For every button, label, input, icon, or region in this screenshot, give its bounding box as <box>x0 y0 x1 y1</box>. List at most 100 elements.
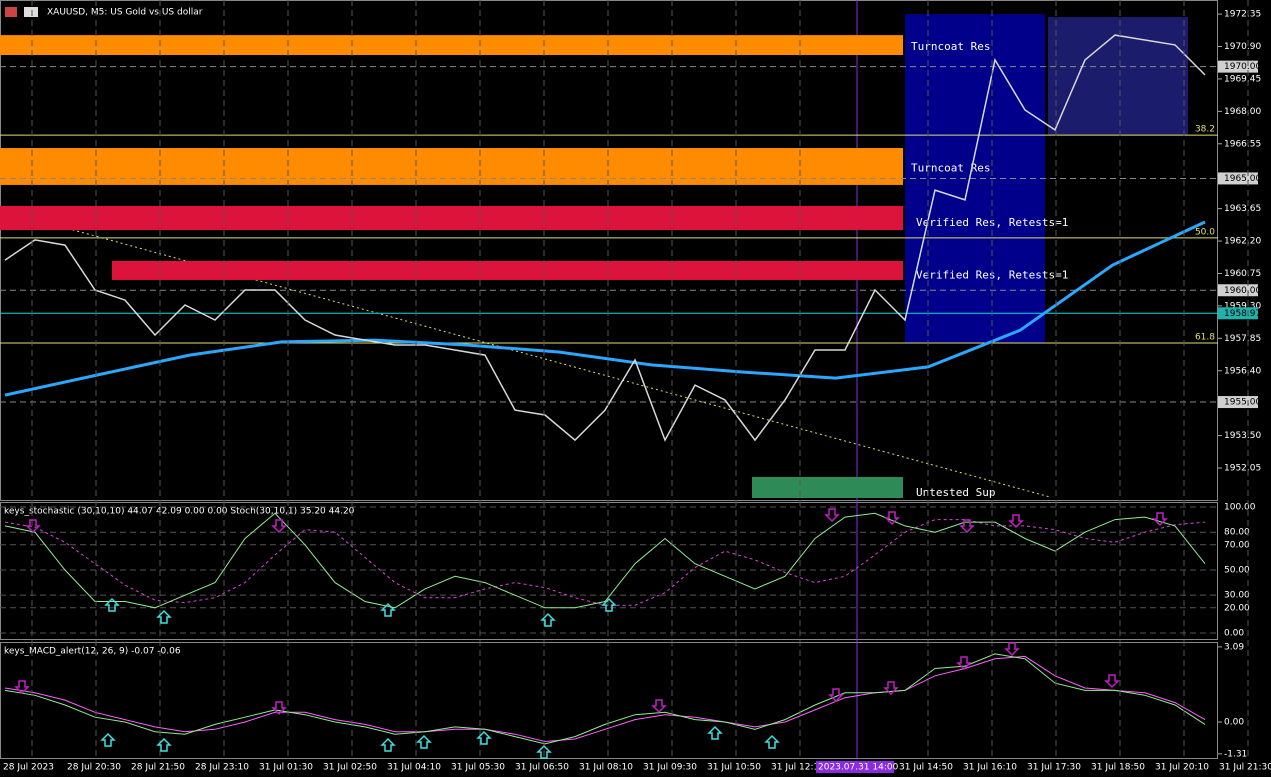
icon[interactable] <box>24 7 38 17</box>
y-tick-label: 1972.35 <box>1224 10 1261 20</box>
signal-arrow <box>156 737 172 752</box>
signal-arrow <box>1104 674 1120 689</box>
y-tick-label: 80.00 <box>1224 528 1250 538</box>
y-tick-label: -1.31 <box>1224 749 1247 759</box>
window-title: XAUUSD, M5: US Gold vs US dollar <box>47 8 203 18</box>
moving-average <box>4 220 1206 397</box>
stoch-frame <box>0 502 1218 640</box>
y-tick-label: 50.00 <box>1224 565 1250 575</box>
signal-arrow <box>271 519 287 534</box>
zone-label: Turncoat Res <box>911 40 990 53</box>
y-tick-label: 1969.45 <box>1224 74 1261 84</box>
x-tick-label: 28 Jul 20:30 <box>67 763 121 773</box>
y-tick-label: 1968.00 <box>1224 107 1261 117</box>
signal-arrow <box>476 730 492 745</box>
y-tick-label: 100.00 <box>1224 503 1256 513</box>
y-tick-label: 1963.65 <box>1224 204 1261 214</box>
x-tick-label: 31 Jul 04:10 <box>387 763 441 773</box>
price-tag-label: 1955.00 <box>1224 398 1261 408</box>
x-tick-label: 31 Jul 02:50 <box>323 763 377 773</box>
cursor-label: 2023.07.31 14:00 <box>818 763 899 773</box>
signal-arrow <box>707 725 723 740</box>
price-line-close <box>4 34 1206 442</box>
signal-arrow <box>416 734 432 749</box>
price-tag-label: 1965.00 <box>1224 174 1261 184</box>
icon[interactable] <box>5 7 17 17</box>
y-tick-label: 1956.40 <box>1224 366 1261 376</box>
signal-arrow <box>959 519 975 534</box>
signal-arrow <box>100 732 116 747</box>
signal-arrow <box>1008 514 1024 529</box>
x-tick-label: 31 Jul 10:50 <box>707 763 761 773</box>
signal-arrow <box>540 612 556 627</box>
y-tick-label: 1959.30 <box>1224 301 1261 311</box>
macd-frame <box>0 642 1218 759</box>
signal-arrow <box>828 688 844 703</box>
y-tick-label: 1960.75 <box>1224 269 1261 279</box>
trend-line <box>0 209 1051 498</box>
signal-arrow <box>25 519 41 534</box>
y-tick-label: 1966.55 <box>1224 139 1261 149</box>
signal-arrow <box>883 681 899 696</box>
stoch-main <box>4 512 1206 609</box>
y-tick-label: 1952.05 <box>1224 464 1261 474</box>
x-tick-label: 31 Jul 14:50 <box>899 763 953 773</box>
signal-arrow <box>14 680 30 695</box>
signal-arrow <box>1152 512 1168 527</box>
x-tick-label: 31 Jul 16:10 <box>963 763 1017 773</box>
y-tick-label: 1953.50 <box>1224 431 1261 441</box>
y-tick-label: 1962.20 <box>1224 237 1261 247</box>
fib-label: 38.2 <box>1195 125 1215 135</box>
x-tick-label: 31 Jul 09:30 <box>643 763 697 773</box>
signal-arrow <box>104 597 120 612</box>
y-tick-label: 70.00 <box>1224 540 1250 550</box>
x-tick-label: 31 Jul 08:10 <box>579 763 633 773</box>
sr-zone <box>112 260 903 280</box>
signal-arrow <box>651 699 667 714</box>
y-tick-label: 0.00 <box>1224 718 1244 728</box>
signal-arrow <box>271 701 287 716</box>
sr-zone <box>0 148 903 185</box>
x-tick-label: 31 Jul 01:30 <box>259 763 313 773</box>
sr-zone <box>0 205 903 231</box>
x-tick-label: 31 Jul 21:30 <box>1219 763 1271 773</box>
level-box <box>1048 16 1188 136</box>
zone-label: Turncoat Res <box>911 161 990 174</box>
signal-arrow <box>380 602 396 617</box>
y-tick-label: 20.00 <box>1224 603 1250 613</box>
y-tick-label: 1970.90 <box>1224 42 1261 52</box>
fib-label: 61.8 <box>1195 333 1215 343</box>
macd-header: keys_MACD_alert(12, 26, 9) -0.07 -0.06 <box>4 647 181 657</box>
y-tick-label: 0.00 <box>1224 628 1244 638</box>
signal-arrow <box>1004 642 1020 657</box>
x-tick-label: 31 Jul 17:30 <box>1027 763 1081 773</box>
signal-arrow <box>956 656 972 671</box>
signal-arrow <box>380 737 396 752</box>
y-tick-label: 30.00 <box>1224 591 1250 601</box>
zone-label: Untested Sup <box>916 486 995 499</box>
price-tag-label: 1958.97 <box>1224 309 1261 319</box>
x-tick-label: 28 Jul 23:10 <box>195 763 249 773</box>
price-frame <box>0 0 1218 501</box>
signal-arrow <box>601 597 617 612</box>
macd-signal <box>4 655 1206 743</box>
fib-label: 50.0 <box>1195 227 1215 237</box>
sr-zone <box>0 35 903 56</box>
x-tick-label: 31 Jul 18:50 <box>1091 763 1145 773</box>
price-tag-label: 1960.00 <box>1224 286 1261 296</box>
y-tick-label: 1957.85 <box>1224 334 1261 344</box>
x-tick-label: 31 Jul 05:30 <box>451 763 505 773</box>
y-tick-label: 3.09 <box>1224 642 1244 652</box>
sr-zone <box>752 476 903 498</box>
cursor-tag <box>816 761 894 773</box>
signal-arrow <box>824 508 840 523</box>
x-tick-label: 31 Jul 06:50 <box>515 763 569 773</box>
signal-arrow <box>536 744 552 759</box>
x-tick-label: 31 Jul 20:10 <box>1155 763 1209 773</box>
signal-arrow <box>884 511 900 526</box>
x-tick-label: 31 Jul 12:10 <box>771 763 825 773</box>
signal-arrow <box>764 734 780 749</box>
price-tag-label: 1970.00 <box>1224 62 1261 72</box>
